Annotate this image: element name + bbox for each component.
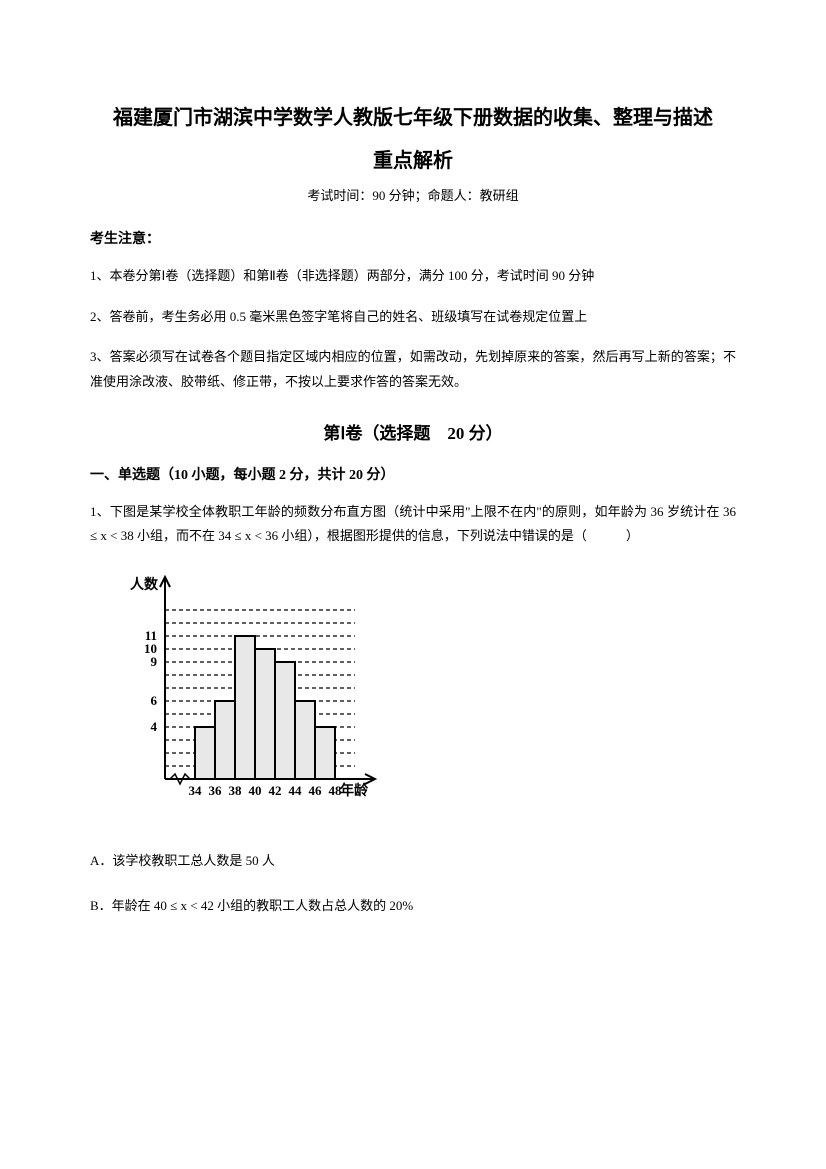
svg-text:人数: 人数 (130, 576, 159, 593)
svg-text:42: 42 (269, 783, 282, 798)
svg-text:46: 46 (309, 783, 323, 798)
section-heading: 第Ⅰ卷（选择题 20 分） (90, 419, 736, 444)
option-a: A．该学校教职工总人数是 50 人 (90, 849, 736, 874)
chart-svg: 46910113436384042444648人数年龄 (110, 569, 510, 814)
exam-info: 考试时间：90 分钟；命题人：教研组 (90, 185, 736, 204)
svg-text:10: 10 (144, 641, 157, 656)
svg-text:40: 40 (249, 783, 262, 798)
notice-item-3: 3、答案必须写在试卷各个题目指定区域内相应的位置，如需改动，先划掉原来的答案，然… (90, 345, 736, 394)
document-title: 福建厦门市湖滨中学数学人教版七年级下册数据的收集、整理与描述 (90, 100, 736, 136)
svg-text:年龄: 年龄 (340, 782, 369, 799)
svg-text:9: 9 (151, 654, 158, 669)
question-type-heading: 一、单选题（10 小题，每小题 2 分，共计 20 分） (90, 464, 736, 484)
svg-text:38: 38 (229, 783, 243, 798)
svg-text:34: 34 (189, 783, 203, 798)
option-b: B．年龄在 40 ≤ x < 42 小组的教职工人数占总人数的 20% (90, 894, 736, 919)
svg-text:6: 6 (151, 693, 158, 708)
svg-text:36: 36 (209, 783, 223, 798)
histogram-chart: 46910113436384042444648人数年龄 (110, 569, 510, 819)
question-1-text: 1、下图是某学校全体教职工年龄的频数分布直方图（统计中采用"上限不在内"的原则，… (90, 500, 736, 549)
notice-heading: 考生注意： (90, 228, 736, 248)
svg-text:11: 11 (145, 628, 157, 643)
document-subtitle: 重点解析 (90, 144, 736, 173)
notice-item-2: 2、答卷前，考生务必用 0.5 毫米黑色签字笔将自己的姓名、班级填写在试卷规定位… (90, 305, 736, 330)
svg-text:4: 4 (151, 719, 158, 734)
svg-text:44: 44 (289, 783, 303, 798)
notice-item-1: 1、本卷分第Ⅰ卷（选择题）和第Ⅱ卷（非选择题）两部分，满分 100 分，考试时间… (90, 264, 736, 289)
